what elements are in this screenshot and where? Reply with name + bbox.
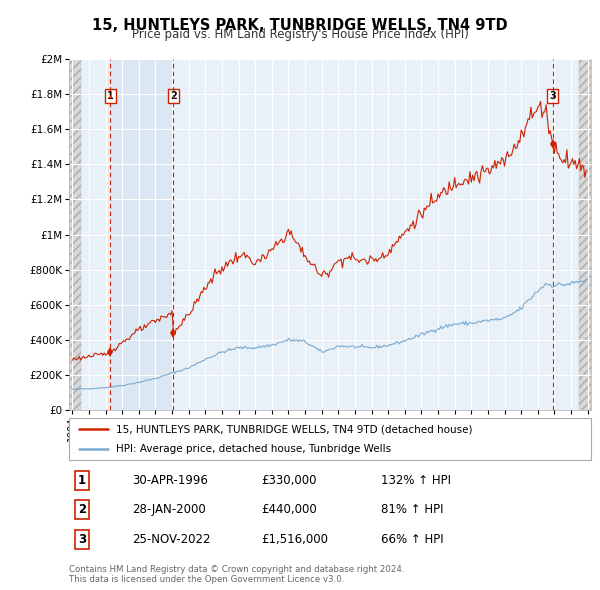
Text: Price paid vs. HM Land Registry's House Price Index (HPI): Price paid vs. HM Land Registry's House … <box>131 28 469 41</box>
Text: 2: 2 <box>170 91 176 101</box>
Text: 2: 2 <box>78 503 86 516</box>
Text: 3: 3 <box>550 91 556 101</box>
Text: £1,516,000: £1,516,000 <box>261 533 328 546</box>
Text: 3: 3 <box>78 533 86 546</box>
Text: HPI: Average price, detached house, Tunbridge Wells: HPI: Average price, detached house, Tunb… <box>116 444 391 454</box>
Text: Contains HM Land Registry data © Crown copyright and database right 2024.
This d: Contains HM Land Registry data © Crown c… <box>69 565 404 584</box>
Text: 30-APR-1996: 30-APR-1996 <box>132 474 208 487</box>
Bar <box>580 59 591 410</box>
Text: 25-NOV-2022: 25-NOV-2022 <box>132 533 211 546</box>
Text: £330,000: £330,000 <box>261 474 317 487</box>
Text: £440,000: £440,000 <box>261 503 317 516</box>
Text: 1: 1 <box>78 474 86 487</box>
Text: 1: 1 <box>107 91 114 101</box>
Bar <box>580 59 591 410</box>
Text: 28-JAN-2000: 28-JAN-2000 <box>132 503 206 516</box>
Text: 66% ↑ HPI: 66% ↑ HPI <box>381 533 443 546</box>
Text: 132% ↑ HPI: 132% ↑ HPI <box>381 474 451 487</box>
Bar <box>110 59 173 410</box>
Bar <box>69 59 80 410</box>
Text: 81% ↑ HPI: 81% ↑ HPI <box>381 503 443 516</box>
Text: 15, HUNTLEYS PARK, TUNBRIDGE WELLS, TN4 9TD (detached house): 15, HUNTLEYS PARK, TUNBRIDGE WELLS, TN4 … <box>116 424 472 434</box>
Text: 15, HUNTLEYS PARK, TUNBRIDGE WELLS, TN4 9TD: 15, HUNTLEYS PARK, TUNBRIDGE WELLS, TN4 … <box>92 18 508 32</box>
Bar <box>69 59 80 410</box>
